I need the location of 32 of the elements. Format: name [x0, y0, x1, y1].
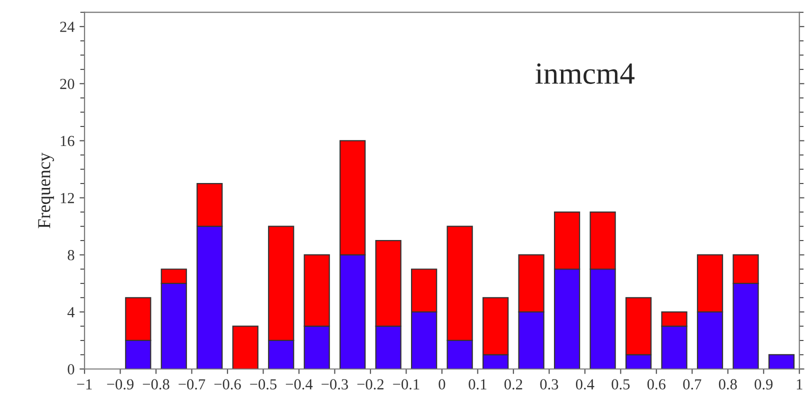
y-tick-label: 12	[60, 192, 74, 204]
y-tick-label: 4	[67, 307, 75, 318]
annotation: inmcm4	[535, 63, 635, 84]
x-tick-label: 0.8	[718, 379, 737, 390]
x-tick-label: −0.2	[357, 379, 384, 390]
y-tick-label: 16	[60, 136, 74, 146]
x-tick-label: −0.7	[178, 379, 206, 390]
x-tick-label: −0.6	[214, 379, 241, 390]
x-tick-label: 0.6	[647, 379, 666, 390]
x-tick-label: −0.5	[250, 379, 276, 390]
x-tick-label: 0.7	[683, 379, 702, 390]
bar	[768, 354, 795, 369]
x-tick-label: 0.2	[504, 379, 522, 390]
bar	[232, 326, 258, 369]
y-tick-label: 0	[68, 364, 74, 374]
x-tick-label: −1	[77, 379, 92, 390]
x-tick-label: 0.4	[576, 379, 594, 390]
y-tick-label: 24	[60, 22, 75, 32]
x-tick-label: −0.8	[142, 379, 170, 390]
x-tick-label: −0.1	[393, 379, 420, 390]
x-tick-label: −0.9	[107, 379, 134, 390]
x-tick-label: 0.3	[540, 379, 558, 390]
x-tick-label: −0.4	[286, 379, 313, 390]
x-tick-label: −0.3	[322, 379, 348, 390]
x-tick-label: 0.1	[468, 379, 486, 390]
x-tick-label: 0	[438, 379, 446, 390]
y-tick-label: 20	[60, 78, 74, 90]
x-tick-label: 0.9	[754, 379, 773, 390]
y-tick-label: 8	[68, 250, 74, 260]
x-tick-label: 0.5	[612, 379, 630, 390]
y-axis-title: Frequency	[38, 152, 54, 228]
x-tick-label: 1	[796, 379, 802, 390]
